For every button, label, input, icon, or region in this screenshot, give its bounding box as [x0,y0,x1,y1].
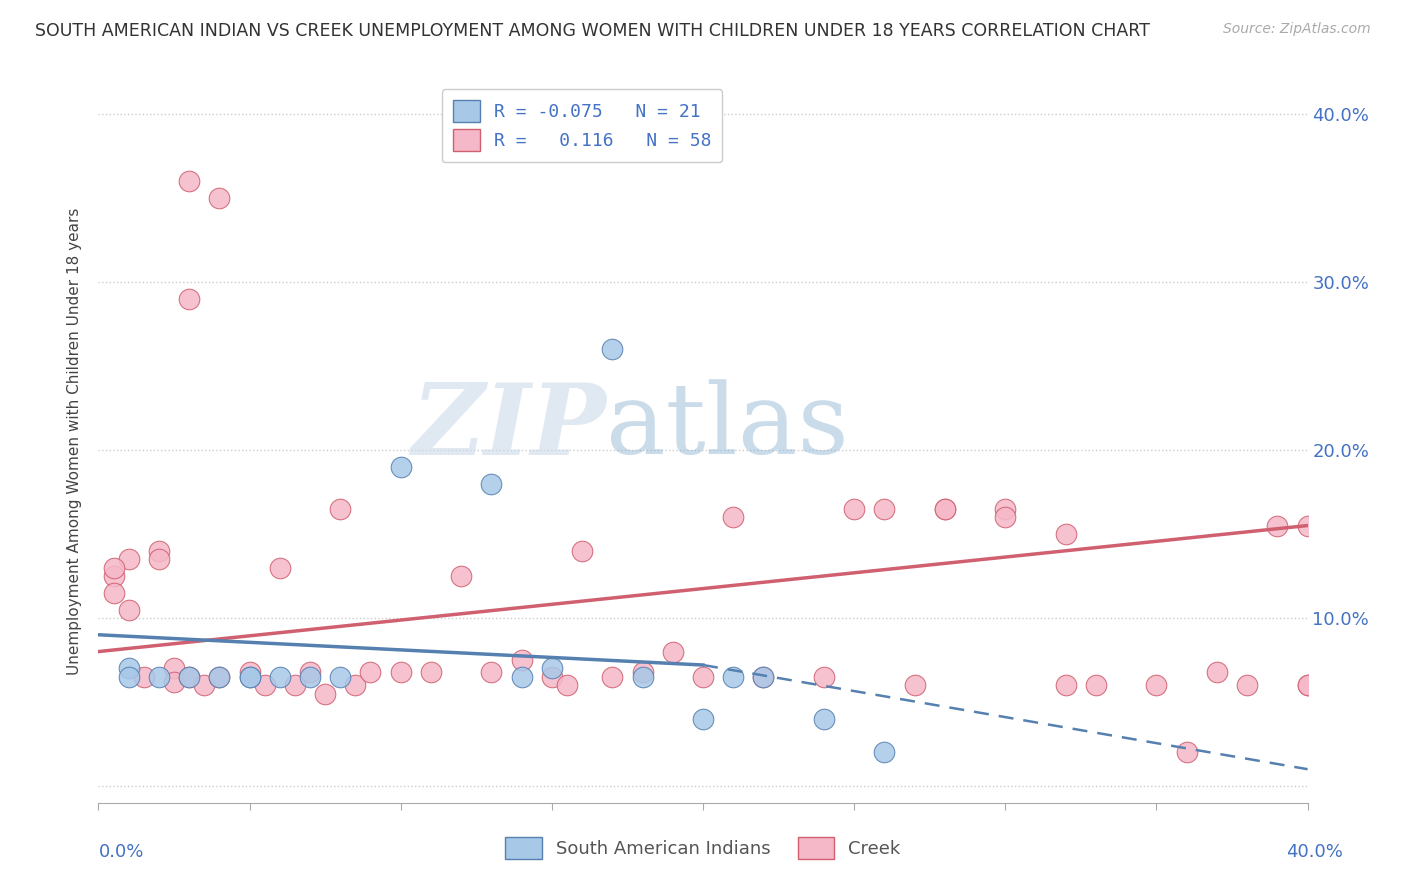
Point [752,670,775,684]
Point [1206,665,1229,679]
Point [103,569,125,583]
Point [510,653,533,667]
Point [163,674,186,689]
Point [1144,678,1167,692]
Point [904,678,927,692]
Point [239,670,262,684]
Point [118,552,141,566]
Point [602,670,624,684]
Point [994,501,1017,516]
Point [299,670,322,684]
Point [994,510,1017,524]
Point [602,342,624,356]
Point [208,670,231,684]
Point [148,670,170,684]
Point [1296,678,1319,692]
Point [1267,518,1289,533]
Text: atlas: atlas [606,379,849,475]
Point [329,501,352,516]
Point [179,292,201,306]
Text: 40.0%: 40.0% [1286,843,1343,861]
Point [1296,518,1319,533]
Point [450,569,472,583]
Point [239,665,262,679]
Point [118,602,141,616]
Point [179,174,201,188]
Point [934,501,956,516]
Point [692,670,714,684]
Point [148,543,170,558]
Point [661,644,683,658]
Point [118,661,141,675]
Point [179,670,201,684]
Point [844,501,866,516]
Point [389,459,412,474]
Point [540,661,562,675]
Point [284,678,307,692]
Point [1054,678,1077,692]
Point [571,543,593,558]
Point [360,665,382,679]
Point [1085,678,1108,692]
Point [148,552,170,566]
Point [420,665,443,679]
Point [1296,678,1319,692]
Point [873,501,896,516]
Point [540,670,562,684]
Text: 0.0%: 0.0% [98,843,143,861]
Point [239,670,262,684]
Point [179,670,201,684]
Point [269,560,291,574]
Point [752,670,775,684]
Point [253,678,276,692]
Point [193,678,215,692]
Point [934,501,956,516]
Legend: South American Indians, Creek: South American Indians, Creek [498,830,908,866]
Y-axis label: Unemployment Among Women with Children Under 18 years: Unemployment Among Women with Children U… [67,208,83,675]
Point [344,678,367,692]
Point [329,670,352,684]
Point [314,687,336,701]
Point [389,665,412,679]
Point [1236,678,1258,692]
Point [813,670,835,684]
Point [208,670,231,684]
Point [692,712,714,726]
Point [103,560,125,574]
Text: Source: ZipAtlas.com: Source: ZipAtlas.com [1223,22,1371,37]
Text: ZIP: ZIP [412,379,606,475]
Point [208,191,231,205]
Point [723,510,745,524]
Point [1175,745,1198,759]
Point [132,670,155,684]
Point [555,678,578,692]
Point [481,476,503,491]
Point [118,670,141,684]
Point [299,665,322,679]
Point [631,665,654,679]
Point [481,665,503,679]
Point [631,670,654,684]
Point [103,586,125,600]
Text: SOUTH AMERICAN INDIAN VS CREEK UNEMPLOYMENT AMONG WOMEN WITH CHILDREN UNDER 18 Y: SOUTH AMERICAN INDIAN VS CREEK UNEMPLOYM… [35,22,1150,40]
Point [163,661,186,675]
Point [1054,527,1077,541]
Point [813,712,835,726]
Point [723,670,745,684]
Point [510,670,533,684]
Point [873,745,896,759]
Point [269,670,291,684]
